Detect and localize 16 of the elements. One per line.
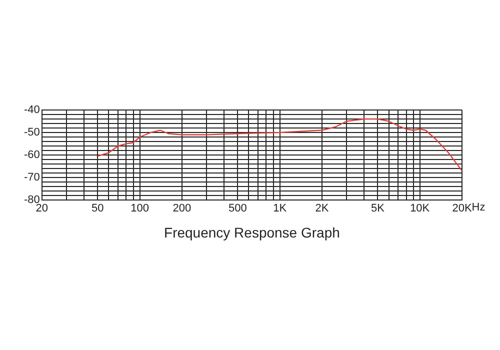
x-tick-label: 200 <box>172 202 192 215</box>
x-tick-label: 2K <box>315 202 330 215</box>
text: Hz <box>472 202 486 214</box>
x-tick-label: 500 <box>228 202 247 215</box>
x-tick-label: 20K <box>452 202 472 215</box>
x-tick-label: 50 <box>92 202 104 215</box>
y-tick-label: -70 <box>24 172 40 184</box>
y-tick-label: -60 <box>24 149 40 162</box>
x-tick-label: 5K <box>370 202 386 215</box>
x-tick-label: 100 <box>130 202 149 215</box>
x-axis-title: Frequency Response Graph <box>164 224 340 240</box>
y-tick-label: -40 <box>24 104 40 116</box>
x-tick-label: 20 <box>36 202 48 215</box>
x-tick-label: 1K <box>273 202 288 215</box>
y-tick-label: -50 <box>24 126 40 139</box>
x-tick-label: 10K <box>410 202 430 215</box>
